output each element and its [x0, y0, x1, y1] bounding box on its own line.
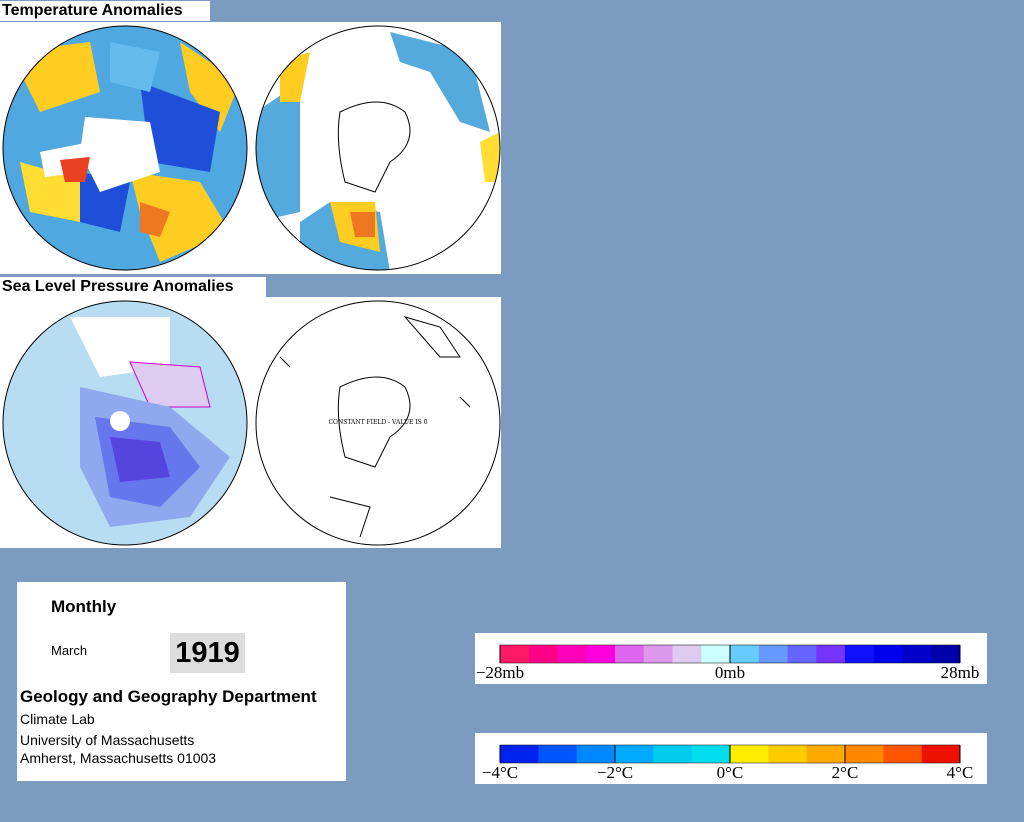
legend-swatch — [806, 745, 846, 763]
legend-swatch — [931, 645, 961, 663]
legend-swatch — [816, 645, 846, 663]
legend-label: −4°C — [482, 763, 518, 782]
legend-label: 2°C — [832, 763, 859, 782]
legend-swatch — [845, 745, 884, 763]
legend-swatch — [528, 645, 558, 663]
pressure-legend: −28mb 0mb 28mb — [475, 633, 987, 684]
period: Monthly — [51, 597, 117, 616]
lab: Climate Lab — [20, 711, 95, 727]
legend-swatch — [586, 645, 616, 663]
info-box: Monthly March 1919 Geology and Geography… — [17, 582, 346, 781]
university: University of Massachusetts — [20, 732, 195, 748]
legend-swatch — [873, 645, 903, 663]
legend-label: 0mb — [715, 663, 745, 682]
legend-swatch — [643, 645, 673, 663]
legend-swatch — [730, 645, 760, 663]
legend-swatch — [845, 645, 875, 663]
legend-swatch — [672, 645, 702, 663]
legend-swatch — [653, 745, 693, 763]
legend-label: 28mb — [941, 663, 980, 682]
temperature-legend: −4°C −2°C 0°C 2°C 4°C — [475, 733, 987, 784]
temperature-maps — [0, 22, 501, 274]
legend-swatch — [701, 645, 731, 663]
legend-swatch — [768, 745, 808, 763]
legend-swatch — [500, 745, 539, 763]
month: March — [51, 643, 88, 658]
legend-swatch — [883, 745, 923, 763]
legend-swatch — [758, 645, 788, 663]
legend-swatch — [576, 745, 616, 763]
address: Amherst, Massachusetts 01003 — [20, 750, 217, 766]
legend-swatch — [691, 745, 731, 763]
legend-label: 4°C — [947, 763, 974, 782]
map-note: CONSTANT FIELD - VALUE IS 0 — [328, 419, 427, 426]
legend-swatch — [921, 745, 961, 763]
legend-swatch — [730, 745, 769, 763]
department: Geology and Geography Department — [20, 687, 317, 706]
legend-swatch — [615, 745, 654, 763]
year: 1919 — [170, 633, 245, 673]
legend-swatch — [557, 645, 587, 663]
legend-swatch — [538, 745, 578, 763]
legend-label: 0°C — [717, 763, 744, 782]
legend-label: −2°C — [597, 763, 633, 782]
pressure-maps: CONSTANT FIELD - VALUE IS 0 — [0, 297, 501, 548]
legend-label: −28mb — [476, 663, 524, 682]
legend-swatch — [615, 645, 645, 663]
legend-swatch — [902, 645, 932, 663]
legend-swatch — [500, 645, 530, 663]
section-title: Temperature Anomalies — [0, 1, 210, 21]
legend-swatch — [787, 645, 817, 663]
section-title: Sea Level Pressure Anomalies — [0, 277, 266, 297]
